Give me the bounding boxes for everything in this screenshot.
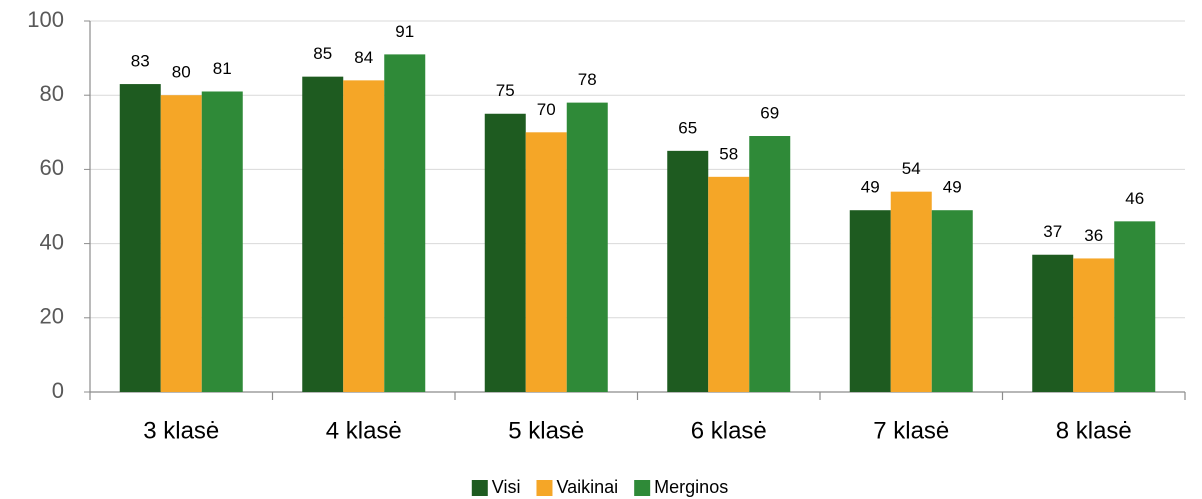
bar: [890, 191, 932, 392]
bar: [1073, 258, 1115, 392]
data-label: 85: [313, 44, 332, 63]
bar: [849, 210, 891, 392]
bar: [1114, 221, 1156, 392]
data-label: 91: [395, 22, 414, 41]
data-label: 58: [719, 144, 738, 163]
bar: [708, 176, 750, 392]
data-label: 78: [578, 70, 597, 89]
data-label: 49: [943, 178, 962, 197]
data-label: 83: [131, 52, 150, 71]
data-label: 81: [213, 59, 232, 78]
y-tick-label: 100: [27, 7, 64, 32]
legend-label: Vaikinai: [556, 477, 618, 497]
bar: [931, 210, 973, 392]
data-label: 46: [1125, 189, 1144, 208]
legend-label: Merginos: [654, 477, 728, 497]
bar: [667, 150, 709, 392]
bar: [525, 132, 567, 393]
data-label: 80: [172, 63, 191, 82]
bar: [160, 95, 202, 392]
bar: [119, 84, 161, 392]
y-tick-label: 80: [40, 81, 64, 106]
data-label: 65: [678, 118, 697, 137]
x-tick-label: 6 klasė: [691, 417, 767, 444]
data-label: 49: [861, 178, 880, 197]
y-tick-label: 40: [40, 229, 64, 254]
data-label: 75: [496, 81, 515, 100]
x-tick-label: 5 klasė: [508, 417, 584, 444]
y-tick-label: 60: [40, 155, 64, 180]
x-tick-label: 7 klasė: [873, 417, 949, 444]
x-tick-label: 8 klasė: [1056, 417, 1132, 444]
bar: [566, 102, 608, 393]
data-label: 54: [902, 159, 921, 178]
bar: [749, 136, 791, 392]
legend-swatch: [634, 480, 651, 496]
bar: [201, 91, 243, 393]
bar: [1032, 254, 1074, 392]
bar: [384, 54, 426, 392]
x-tick-label: 3 klasė: [143, 417, 219, 444]
data-label: 70: [537, 100, 556, 119]
legend-swatch: [471, 480, 488, 496]
data-label: 69: [760, 103, 779, 122]
bar: [484, 113, 526, 392]
legend-swatch: [536, 480, 553, 496]
y-tick-label: 0: [52, 378, 64, 403]
y-tick-label: 20: [40, 304, 64, 329]
legend-label: Visi: [492, 477, 521, 497]
data-label: 36: [1084, 226, 1103, 245]
x-tick-label: 4 klasė: [326, 417, 402, 444]
data-label: 84: [354, 48, 373, 67]
bar: [302, 76, 344, 393]
bar: [343, 80, 385, 393]
data-label: 37: [1043, 222, 1062, 241]
